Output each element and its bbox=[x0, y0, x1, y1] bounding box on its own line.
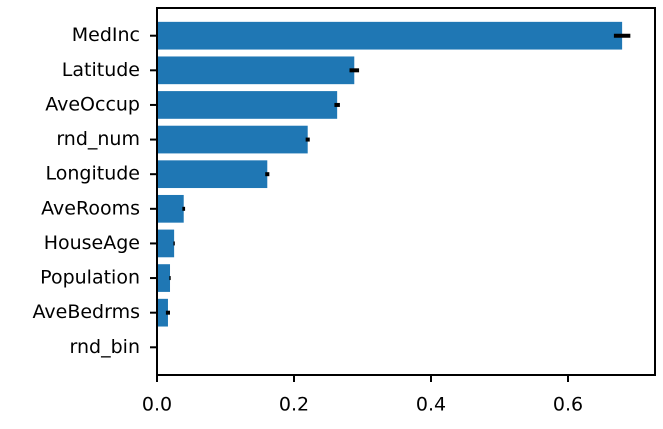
y-tick-label: HouseAge bbox=[44, 232, 140, 254]
bar bbox=[157, 56, 355, 85]
bar bbox=[157, 229, 175, 258]
y-tick-label: AveBedrms bbox=[33, 301, 141, 323]
bar bbox=[157, 125, 308, 154]
bar bbox=[157, 264, 171, 292]
bar bbox=[157, 298, 168, 327]
y-tick-label: MedInc bbox=[72, 24, 140, 46]
bar bbox=[157, 91, 338, 119]
bar bbox=[157, 160, 268, 189]
y-tick-label: Latitude bbox=[62, 59, 140, 81]
y-tick-label: Population bbox=[40, 267, 140, 289]
y-tick-label: rnd_bin bbox=[70, 336, 140, 358]
x-tick-label: 0.0 bbox=[142, 394, 172, 416]
bar bbox=[157, 21, 623, 50]
x-tick-label: 0.6 bbox=[553, 394, 583, 416]
y-tick-label: Longitude bbox=[46, 163, 141, 185]
x-tick-label: 0.2 bbox=[279, 394, 309, 416]
x-tick-label: 0.4 bbox=[416, 394, 446, 416]
y-tick-label: AveOccup bbox=[45, 93, 140, 115]
plot-frame bbox=[156, 7, 656, 376]
y-tick-label: rnd_num bbox=[56, 128, 140, 150]
y-tick-label: AveRooms bbox=[41, 197, 140, 219]
bar bbox=[157, 194, 184, 223]
